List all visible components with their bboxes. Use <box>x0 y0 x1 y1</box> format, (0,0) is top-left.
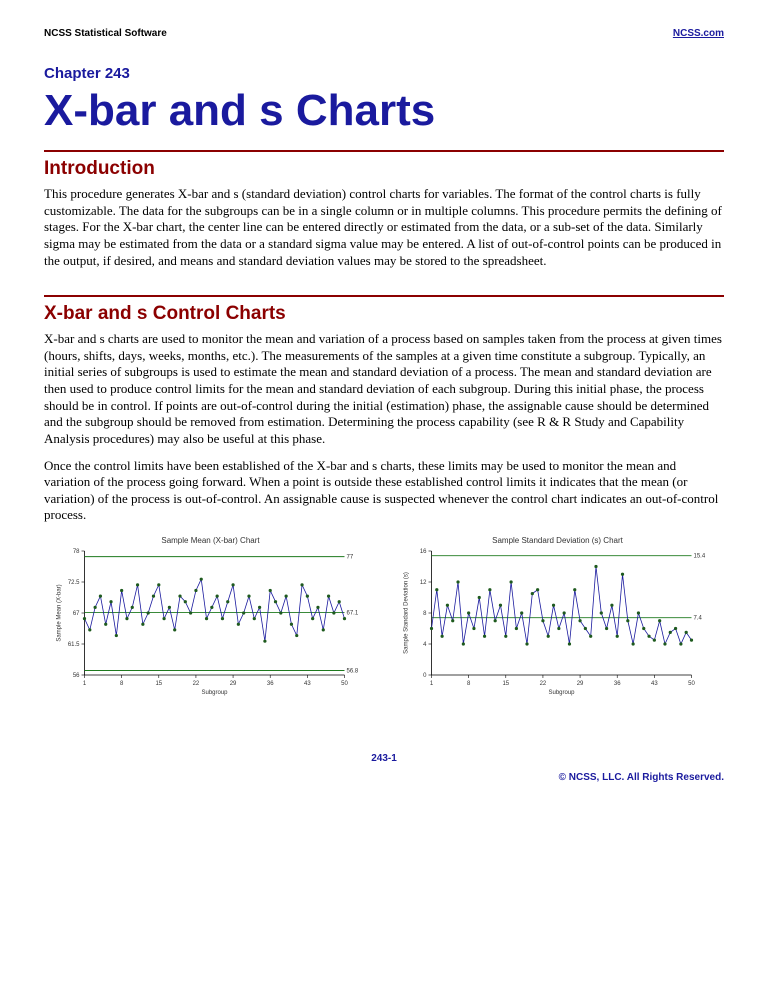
svg-text:56.8: 56.8 <box>347 668 359 674</box>
svg-text:0: 0 <box>423 673 427 679</box>
header-right-link[interactable]: NCSS.com <box>673 28 724 39</box>
svg-text:67: 67 <box>73 611 80 617</box>
svg-text:50: 50 <box>688 681 695 687</box>
svg-text:Sample Mean (X-bar): Sample Mean (X-bar) <box>57 584 63 641</box>
svg-text:8: 8 <box>423 611 427 617</box>
svg-text:1: 1 <box>430 681 434 687</box>
svg-text:Subgroup: Subgroup <box>548 690 575 696</box>
svg-text:36: 36 <box>267 681 274 687</box>
chart-xbar: Sample Mean (X-bar) Chart 56 61.5 67 72.5 78… <box>44 536 377 697</box>
svg-text:4: 4 <box>423 642 427 648</box>
svg-text:15.4: 15.4 <box>694 554 706 560</box>
rule-top <box>44 150 724 152</box>
chart-xbar-svg: 56 61.5 67 72.5 78 1 8 15 22 29 36 43 50 Sample Mean … <box>44 547 377 697</box>
header: NCSS Statistical Software NCSS.com <box>44 28 724 39</box>
chart-s-title: Sample Standard Deviation (s) Chart <box>391 536 724 545</box>
svg-text:7.4: 7.4 <box>694 616 703 622</box>
svg-text:15: 15 <box>502 681 509 687</box>
svg-text:22: 22 <box>193 681 200 687</box>
svg-text:43: 43 <box>651 681 658 687</box>
svg-text:16: 16 <box>420 549 427 555</box>
svg-text:56: 56 <box>73 673 80 679</box>
chart-s: Sample Standard Deviation (s) Chart 0 4 8 1… <box>391 536 724 697</box>
svg-text:Subgroup: Subgroup <box>201 690 228 696</box>
chart-s-svg: 0 4 8 12 16 1 8 15 22 29 36 43 50 Sample Standard Dev… <box>391 547 724 697</box>
svg-text:22: 22 <box>540 681 547 687</box>
introduction-body: This procedure generates X-bar and s (st… <box>44 186 724 269</box>
svg-text:12: 12 <box>420 580 427 586</box>
svg-text:61.5: 61.5 <box>68 642 80 648</box>
svg-text:50: 50 <box>341 681 348 687</box>
chapter-label: Chapter 243 <box>44 65 724 82</box>
control-heading: X-bar and s Control Charts <box>44 303 724 325</box>
chart-xbar-title: Sample Mean (X-bar) Chart <box>44 536 377 545</box>
svg-text:15: 15 <box>155 681 162 687</box>
svg-text:36: 36 <box>614 681 621 687</box>
document-page: NCSS Statistical Software NCSS.com Chapt… <box>0 0 768 803</box>
svg-text:8: 8 <box>120 681 124 687</box>
header-left-text: NCSS Statistical Software <box>44 28 167 39</box>
page-title: X-bar and s Charts <box>44 86 724 136</box>
svg-text:29: 29 <box>577 681 584 687</box>
svg-text:72.5: 72.5 <box>68 580 80 586</box>
svg-text:29: 29 <box>230 681 237 687</box>
control-p1: X-bar and s charts are used to monitor t… <box>44 331 724 447</box>
introduction-heading: Introduction <box>44 158 724 180</box>
rule-section <box>44 295 724 297</box>
svg-text:77: 77 <box>347 555 354 561</box>
control-p2: Once the control limits have been establ… <box>44 458 724 525</box>
svg-text:78: 78 <box>73 549 80 555</box>
svg-text:8: 8 <box>467 681 471 687</box>
footer-text: © NCSS, LLC. All Rights Reserved. <box>44 772 724 783</box>
svg-text:43: 43 <box>304 681 311 687</box>
page-number: 243-1 <box>44 753 724 764</box>
charts-container: Sample Mean (X-bar) Chart 56 61.5 67 72.5 78… <box>44 536 724 697</box>
svg-text:1: 1 <box>83 681 87 687</box>
svg-text:Sample Standard Deviation (s): Sample Standard Deviation (s) <box>404 572 410 654</box>
svg-text:67.1: 67.1 <box>347 610 359 616</box>
